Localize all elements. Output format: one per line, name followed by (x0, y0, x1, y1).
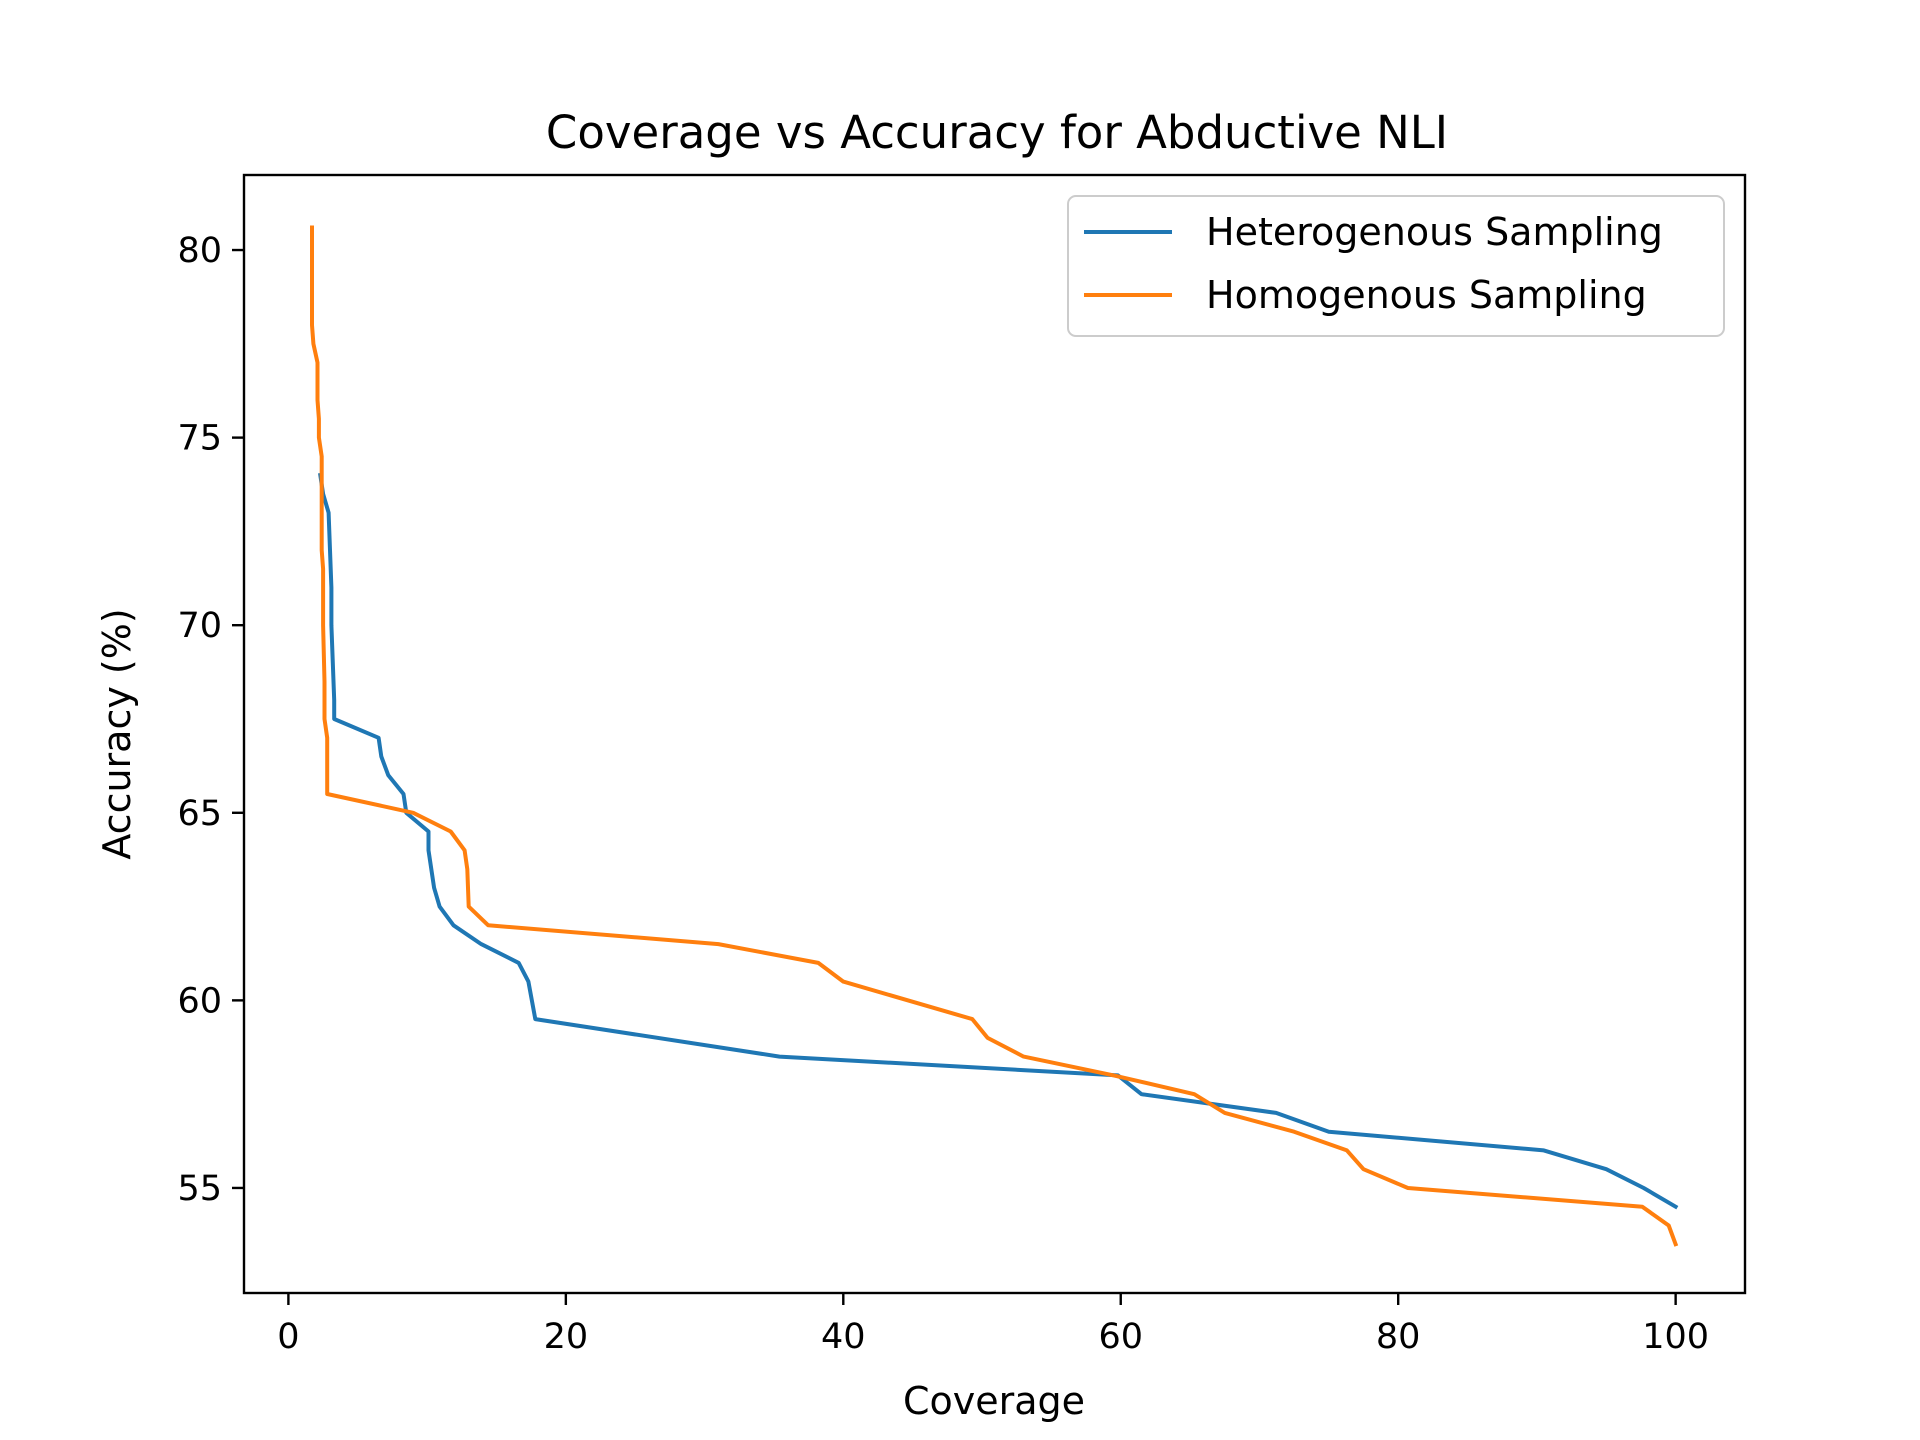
y-tick-label: 65 (177, 794, 222, 834)
x-tick-label: 40 (821, 1317, 866, 1357)
x-tick-label: 100 (1642, 1317, 1709, 1357)
series-lines (310, 225, 1679, 1247)
x-axis-label: Coverage (903, 1379, 1085, 1423)
y-tick-label: 60 (177, 981, 222, 1021)
legend: Heterogenous Sampling Homogenous Sampling (1067, 195, 1725, 337)
series-line-homogenous (310, 225, 1679, 1247)
y-tick-label: 55 (177, 1169, 222, 1209)
legend-label: Homogenous Sampling (1206, 273, 1647, 317)
y-tick-label: 80 (177, 231, 222, 271)
legend-label: Heterogenous Sampling (1206, 210, 1663, 254)
legend-entries: Heterogenous Sampling Homogenous Sampling (1084, 210, 1663, 317)
y-axis-label: Accuracy (%) (95, 608, 139, 859)
x-tick-label: 0 (277, 1317, 299, 1357)
x-tick-label: 20 (544, 1317, 589, 1357)
x-axis-ticks: 0 20 40 60 80 100 (277, 1293, 1709, 1357)
chart-title: Coverage vs Accuracy for Abductive NLI (546, 106, 1448, 159)
x-tick-label: 80 (1376, 1317, 1421, 1357)
plot-frame (242, 173, 1747, 1295)
y-tick-label: 75 (177, 419, 222, 459)
y-axis-ticks: 55 60 65 70 75 80 (177, 231, 244, 1209)
series-line-heterogenous (318, 472, 1679, 1210)
y-tick-label: 70 (177, 606, 222, 646)
x-tick-label: 60 (1098, 1317, 1143, 1357)
legend-box (1067, 195, 1725, 337)
